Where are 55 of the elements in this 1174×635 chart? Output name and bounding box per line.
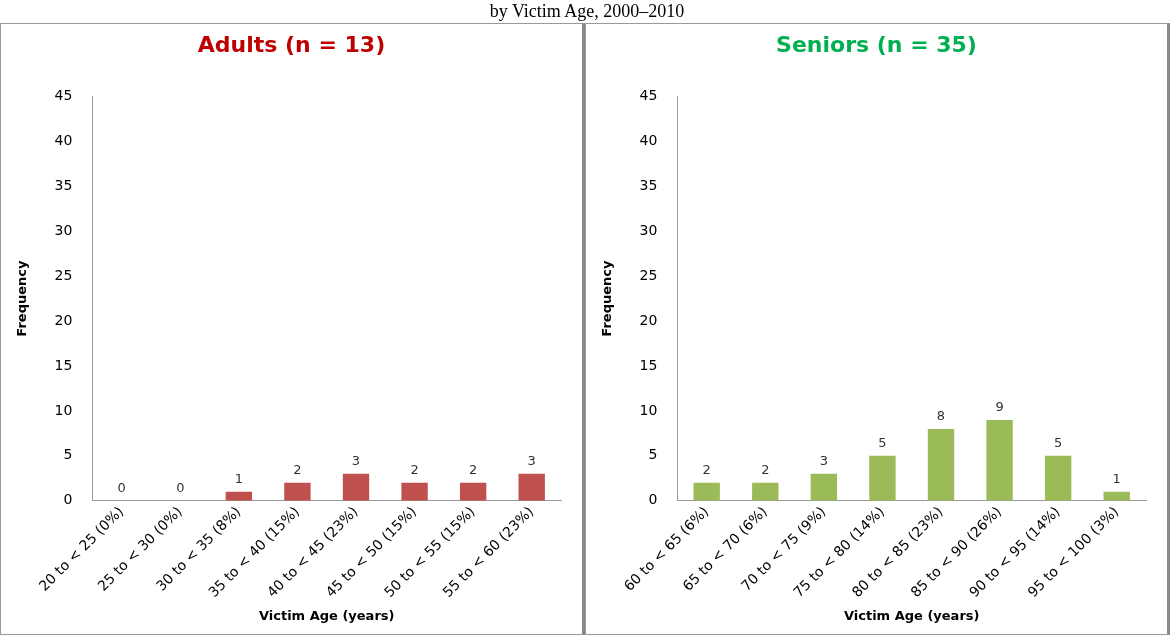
data-label: 3 bbox=[527, 452, 536, 468]
y-tick-label: 10 bbox=[54, 401, 73, 418]
data-label: 2 bbox=[293, 461, 302, 477]
chart-title: Adults (n = 13) bbox=[196, 32, 387, 57]
data-label: 2 bbox=[761, 461, 770, 477]
data-label: 1 bbox=[1112, 470, 1121, 486]
data-label: 3 bbox=[351, 452, 361, 468]
y-tick-label: 40 bbox=[54, 131, 73, 148]
y-tick-label: 0 bbox=[63, 491, 73, 508]
bar bbox=[459, 482, 487, 501]
y-tick-label: 20 bbox=[639, 311, 658, 328]
y-tick-label: 15 bbox=[54, 356, 73, 373]
data-label: 2 bbox=[410, 461, 419, 477]
data-label: 9 bbox=[995, 398, 1004, 414]
data-label: 2 bbox=[702, 461, 711, 477]
y-tick-label: 45 bbox=[54, 87, 73, 104]
x-axis-title: Victim Age (years) bbox=[843, 607, 980, 623]
data-label: 8 bbox=[936, 407, 946, 423]
bar bbox=[693, 482, 720, 501]
y-axis-title: Frequency bbox=[599, 260, 615, 337]
y-tick-label: 25 bbox=[639, 266, 658, 283]
bar bbox=[342, 473, 370, 501]
y-tick-label: 15 bbox=[639, 356, 658, 373]
y-tick-label: 30 bbox=[639, 221, 658, 238]
y-tick-label: 10 bbox=[639, 401, 658, 418]
data-label: 1 bbox=[234, 470, 243, 486]
text: by Victim Age, 2000–2010 bbox=[488, 0, 686, 22]
y-tick-label: 45 bbox=[639, 87, 658, 104]
data-label: 3 bbox=[819, 452, 828, 468]
y-tick-label: 5 bbox=[63, 446, 73, 463]
y-tick-label: 0 bbox=[648, 491, 658, 508]
bar bbox=[810, 473, 838, 501]
bar bbox=[752, 482, 779, 501]
bar bbox=[986, 419, 1013, 501]
data-label: 0 bbox=[176, 479, 185, 495]
y-tick-label: 30 bbox=[54, 221, 73, 238]
bar bbox=[284, 482, 311, 501]
data-label: 5 bbox=[1054, 434, 1063, 450]
bar bbox=[927, 428, 955, 501]
bar bbox=[1044, 455, 1072, 501]
bar bbox=[518, 473, 545, 501]
bar bbox=[869, 455, 896, 501]
y-tick-label: 5 bbox=[648, 446, 658, 463]
y-tick-label: 20 bbox=[54, 311, 73, 328]
data-label: 2 bbox=[469, 461, 478, 477]
y-tick-label: 35 bbox=[639, 176, 658, 193]
y-axis-title: Frequency bbox=[14, 260, 30, 337]
chart-title: Seniors (n = 35) bbox=[775, 32, 978, 57]
y-tick-label: 25 bbox=[54, 266, 73, 283]
bar bbox=[401, 482, 428, 501]
x-axis-title: Victim Age (years) bbox=[258, 607, 395, 623]
data-label: 5 bbox=[878, 434, 887, 450]
data-label: 0 bbox=[117, 479, 126, 495]
y-tick-label: 40 bbox=[639, 131, 658, 148]
y-tick-label: 35 bbox=[54, 176, 73, 193]
